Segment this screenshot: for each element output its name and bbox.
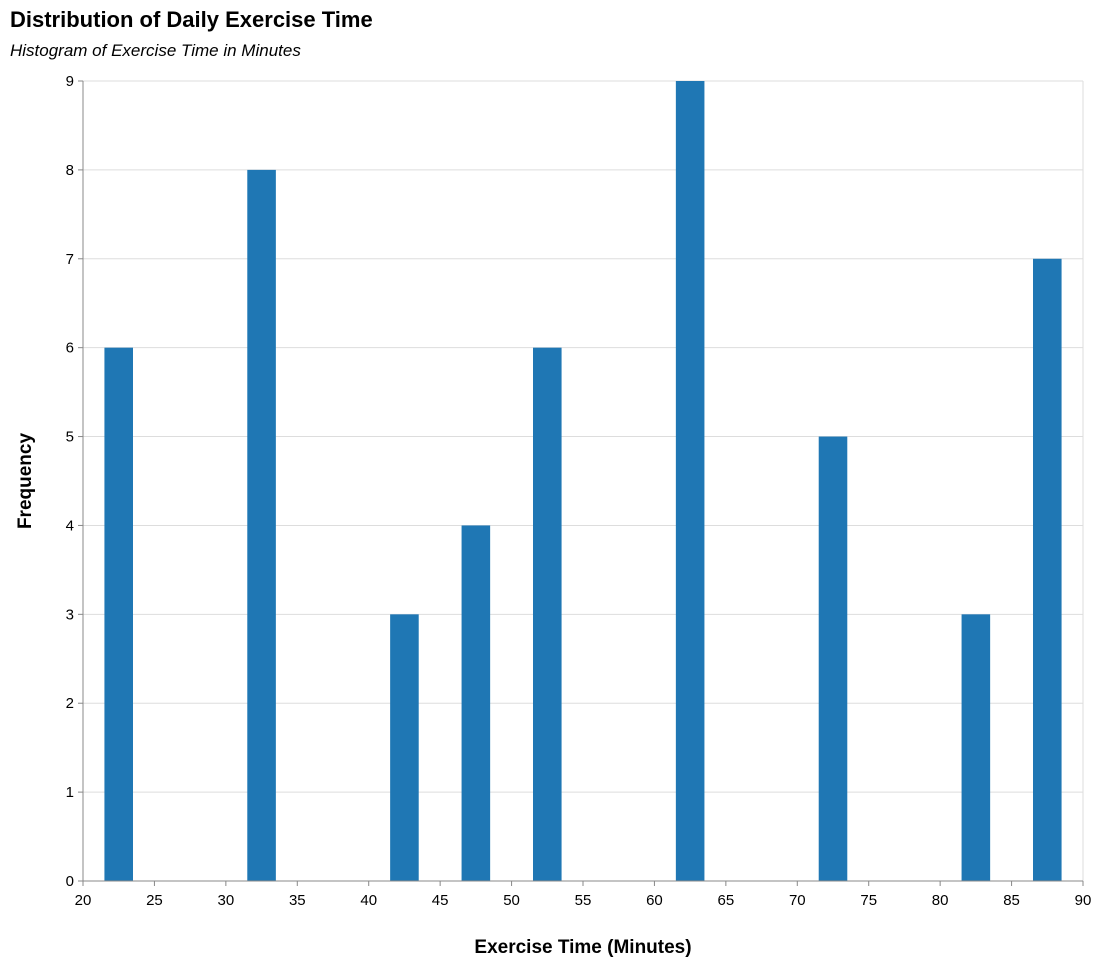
x-tick-label: 60	[646, 892, 663, 909]
histogram-bar	[390, 614, 419, 881]
x-tick-label: 20	[75, 892, 92, 909]
x-tick-label: 85	[1003, 892, 1020, 909]
histogram-bar	[961, 614, 991, 881]
y-tick-label: 1	[66, 784, 74, 801]
histogram-bar	[461, 525, 491, 881]
y-tick-label: 8	[66, 162, 74, 179]
x-tick-label: 65	[718, 892, 735, 909]
bars	[104, 81, 1062, 882]
histogram-bar	[247, 169, 276, 881]
y-tick-label: 7	[66, 251, 74, 268]
y-tick-label: 6	[66, 340, 74, 357]
y-tick-label: 4	[66, 517, 74, 534]
y-tick-label: 2	[66, 695, 74, 712]
x-tick-label: 50	[503, 892, 520, 909]
histogram-bar	[104, 347, 133, 882]
x-tick-label: 35	[289, 892, 306, 909]
histogram-bar	[675, 81, 705, 881]
y-tick-label: 5	[66, 429, 74, 446]
gridlines	[83, 80, 1084, 882]
y-tick-label: 3	[66, 606, 74, 623]
chart-subtitle: Histogram of Exercise Time in Minutes	[10, 41, 301, 60]
histogram-bar	[1033, 258, 1062, 881]
x-tick-label: 45	[432, 892, 449, 909]
histogram-bar	[818, 436, 848, 881]
x-tick-label: 30	[218, 892, 235, 909]
y-tick-label: 9	[66, 73, 74, 90]
x-tick-label: 90	[1075, 892, 1092, 909]
x-tick-label: 55	[575, 892, 592, 909]
chart-title: Distribution of Daily Exercise Time	[10, 7, 373, 32]
x-axis-title: Exercise Time (Minutes)	[474, 937, 691, 958]
x-tick-label: 80	[932, 892, 949, 909]
y-axis-title: Frequency	[15, 433, 36, 530]
y-tick-label: 0	[66, 873, 74, 890]
x-tick-label: 75	[860, 892, 877, 909]
x-tick-label: 40	[360, 892, 377, 909]
histogram-bar	[533, 347, 562, 882]
x-tick-label: 70	[789, 892, 806, 909]
x-tick-label: 25	[146, 892, 163, 909]
